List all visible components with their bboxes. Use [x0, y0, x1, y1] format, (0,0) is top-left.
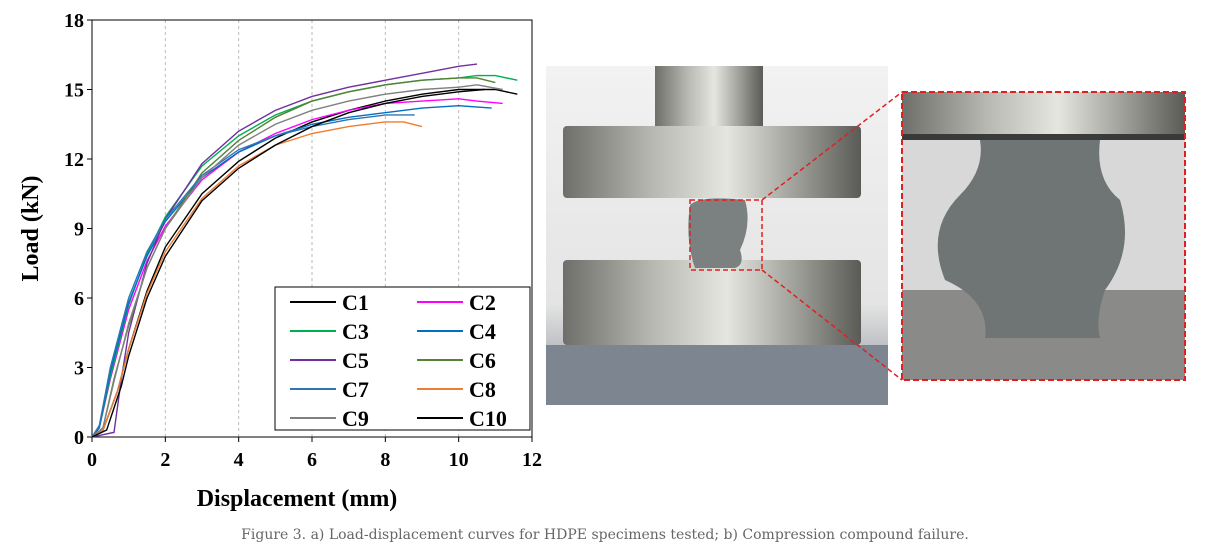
x-tick-label: 12: [522, 449, 542, 471]
series-line: [91, 84, 503, 438]
legend-label: C6: [469, 348, 496, 373]
x-tick-label: 4: [234, 449, 244, 471]
legend-label: C10: [469, 406, 507, 431]
legend-label: C7: [342, 377, 369, 402]
x-axis-label: Displacement (mm): [197, 486, 398, 512]
y-tick-label: 15: [64, 80, 84, 102]
y-axis-label: Load (kN): [18, 175, 44, 281]
legend-label: C2: [469, 290, 496, 315]
legend-label: C5: [342, 348, 369, 373]
legend-label: C3: [342, 319, 369, 344]
x-tick-label: 10: [449, 449, 469, 471]
zoom-connector: [761, 91, 903, 201]
x-tick-label: 2: [160, 449, 170, 471]
photo-zoom: [901, 91, 1186, 381]
caption: Figure 3. a) Load-displacement curves fo…: [241, 527, 969, 543]
x-tick-label: 6: [307, 449, 317, 471]
series-line: [91, 63, 478, 438]
plot-frame: [91, 19, 533, 438]
legend-label: C9: [342, 406, 369, 431]
series-line: [91, 105, 492, 438]
zoom-connector: [761, 269, 903, 381]
y-tick-label: 3: [74, 358, 84, 380]
legend-box: [274, 286, 531, 431]
photo-press: [546, 66, 888, 405]
legend-label: C1: [342, 290, 369, 315]
series-line: [91, 114, 415, 438]
x-tick-label: 0: [87, 449, 97, 471]
legend-label: C8: [469, 377, 496, 402]
series-line: [91, 74, 518, 438]
y-tick-label: 12: [64, 149, 84, 171]
y-tick-label: 0: [74, 427, 84, 449]
series-line: [91, 88, 485, 438]
legend-label: C4: [469, 319, 496, 344]
series-line: [91, 121, 423, 438]
y-tick-label: 18: [64, 10, 84, 32]
y-tick-label: 6: [74, 288, 84, 310]
y-tick-label: 9: [74, 219, 84, 241]
x-tick-label: 8: [380, 449, 390, 471]
chart: 0 2 4 6 8 10 12 0 3 6 9 12 15 18 Displacement (mm) Load…: [18, 10, 542, 512]
